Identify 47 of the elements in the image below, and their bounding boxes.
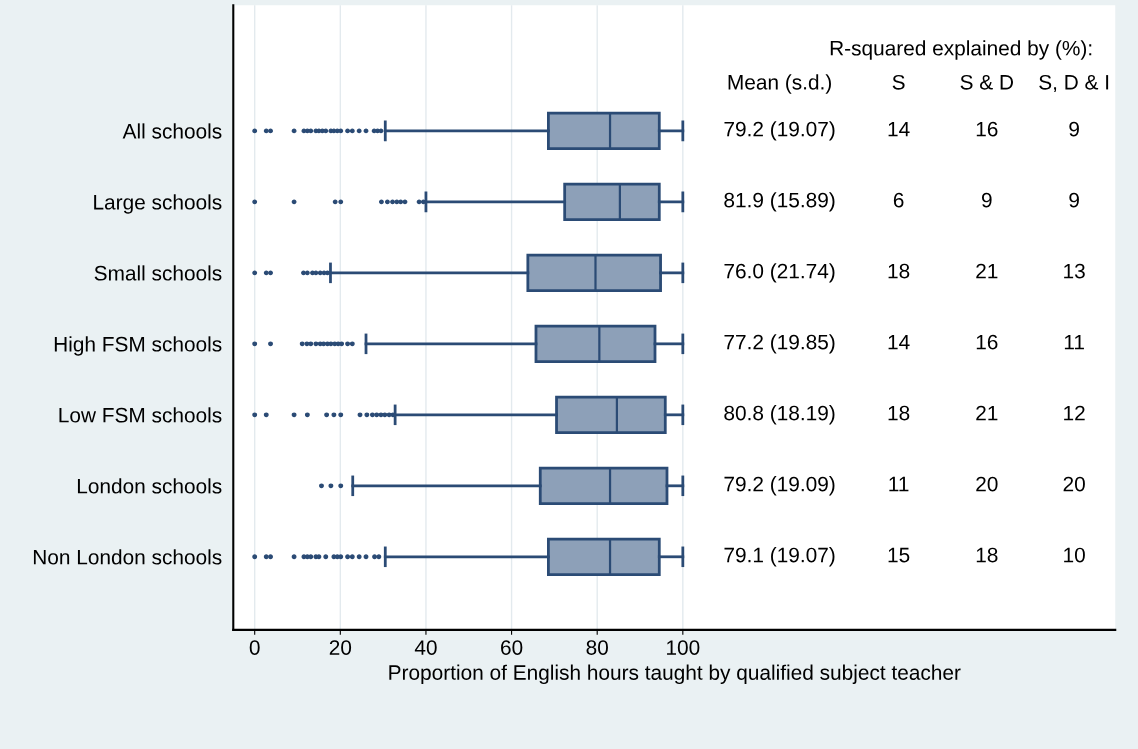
text: R-squared explained by (%): [830, 40, 1092, 60]
y-tick-label: Small schools [94, 265, 222, 281]
annotation: 18 [888, 405, 910, 421]
annotation: 79.1 (19.07) [724, 547, 835, 567]
x-tick-label: 0 [249, 640, 260, 655]
y-tick-label: Non London schools [33, 549, 222, 565]
annotation: 16 [976, 121, 998, 137]
annotation: 14 [888, 334, 910, 350]
annotation: 18 [976, 547, 998, 563]
annotation: 16 [976, 334, 998, 350]
annotation: 9 [1069, 192, 1079, 208]
annotation: 6 [893, 192, 904, 208]
annotation: 79.2 (19.09) [724, 476, 835, 496]
y-tick-label: London schools [77, 478, 222, 494]
annotation: 80.8 (18.19) [724, 405, 835, 425]
annotation: 14 [888, 121, 910, 137]
annotation: 21 [976, 263, 998, 279]
text: Mean (s.d.) [728, 74, 831, 94]
x-tick-label: 20 [329, 640, 352, 655]
annotation: 77.2 (19.85) [724, 334, 835, 354]
annotation: 9 [981, 192, 992, 208]
annotation: 15 [888, 547, 910, 563]
annotation: 10 [1064, 547, 1085, 563]
annotation: 18 [888, 263, 910, 279]
annotation: 21 [976, 405, 998, 421]
text: S [892, 74, 905, 90]
x-tick-label: 80 [586, 640, 608, 655]
text: S & D [960, 74, 1014, 90]
annotation: 76.0 (21.74) [724, 263, 835, 283]
annotation: 79.2 (19.07) [724, 121, 835, 141]
text: S, D & I [1039, 74, 1109, 93]
x-axis-title: Proportion of English hours taught by qualified subject teacher [389, 664, 961, 685]
x-tick-label: 60 [501, 640, 523, 655]
y-tick-label: High FSM schools [54, 336, 222, 356]
annotation: 11 [1064, 334, 1084, 350]
annotation: 11 [889, 476, 909, 492]
x-tick-label: 40 [414, 640, 437, 655]
annotation: 13 [1064, 263, 1085, 279]
annotation: 20 [1063, 476, 1085, 492]
annotation: 20 [976, 476, 998, 492]
y-tick-label: Large schools [94, 194, 222, 214]
annotation: 12 [1064, 405, 1085, 421]
y-tick-label: Low FSM schools [59, 407, 222, 423]
y-tick-label: All schools [122, 123, 222, 139]
annotation: 9 [1069, 121, 1079, 137]
x-tick-label: 100 [667, 640, 700, 655]
annotation: 81.9 (15.89) [724, 192, 835, 212]
